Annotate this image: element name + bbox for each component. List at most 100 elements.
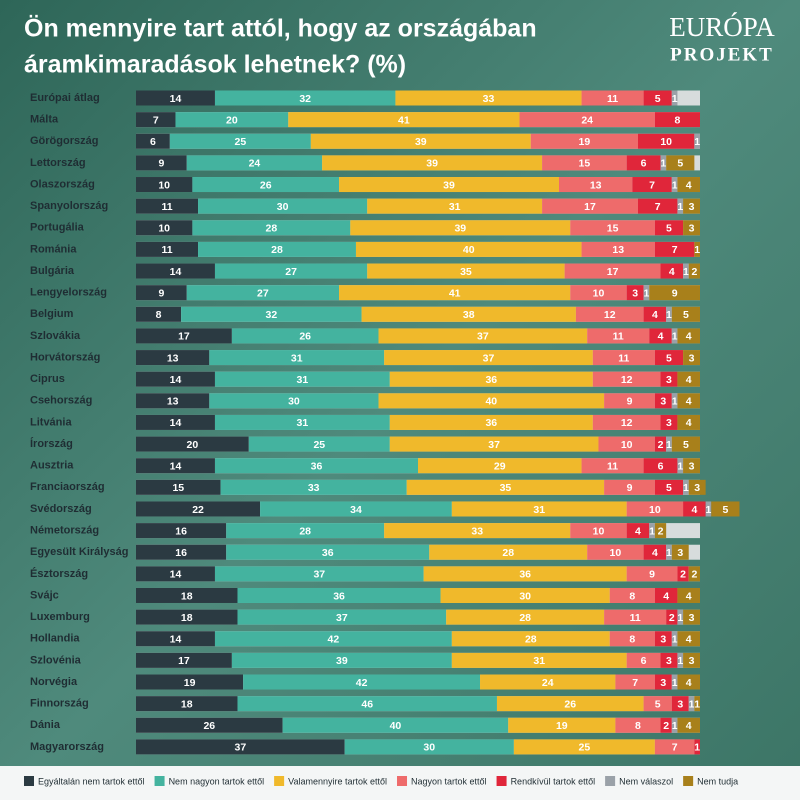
bar-segment xyxy=(136,652,232,668)
value-label: 9 xyxy=(627,482,633,494)
value-label: 18 xyxy=(181,612,193,624)
category-label: Málta xyxy=(30,114,59,126)
bar-segment xyxy=(496,696,644,712)
bar-segment xyxy=(671,717,678,733)
value-label: 9 xyxy=(158,158,164,170)
value-label: 30 xyxy=(519,590,531,602)
category-label: Svájc xyxy=(30,589,59,601)
value-label: 37 xyxy=(234,742,246,754)
bar-segment xyxy=(564,263,661,279)
value-label: 18 xyxy=(181,590,193,602)
bar-segment xyxy=(226,523,385,539)
value-label: 25 xyxy=(234,136,246,148)
value-label: 14 xyxy=(170,266,182,278)
bar-segment xyxy=(671,306,700,322)
value-label: 16 xyxy=(175,547,187,559)
bar-segment xyxy=(248,436,390,452)
value-label: 40 xyxy=(463,244,475,256)
bar-segment xyxy=(136,220,193,236)
value-label: 3 xyxy=(660,396,666,408)
value-label: 3 xyxy=(666,417,672,429)
bar-segment xyxy=(451,652,627,668)
bar-segment xyxy=(677,177,700,193)
bar-segment xyxy=(339,177,559,193)
bar-segment xyxy=(677,587,700,603)
bar-segment xyxy=(214,371,390,387)
value-label: 4 xyxy=(652,547,658,559)
value-label: 28 xyxy=(519,612,531,624)
value-label: 37 xyxy=(313,569,325,581)
bar-segment xyxy=(136,609,238,625)
category-label: Szlovénia xyxy=(30,654,82,666)
value-label: 31 xyxy=(533,655,545,667)
bar-segment xyxy=(136,523,227,539)
value-label: 32 xyxy=(299,93,311,105)
bar-segment xyxy=(226,544,430,560)
bar-segment xyxy=(626,566,678,582)
value-label: 3 xyxy=(689,460,695,472)
value-label: 3 xyxy=(689,655,695,667)
legend-swatch xyxy=(397,776,408,786)
value-label: 28 xyxy=(502,547,514,559)
value-label: 42 xyxy=(328,634,340,646)
bar-segment xyxy=(643,696,672,712)
bar-segment xyxy=(677,652,684,668)
value-label: 34 xyxy=(350,504,362,516)
bar-segment xyxy=(220,479,407,495)
value-label: 10 xyxy=(593,287,605,299)
value-label: 36 xyxy=(485,374,497,386)
value-label: 39 xyxy=(426,158,438,170)
bar-segment xyxy=(694,696,700,712)
value-label: 6 xyxy=(641,158,647,170)
bar-segment xyxy=(513,739,655,755)
value-label: 46 xyxy=(361,698,373,710)
bar-segment xyxy=(626,285,644,301)
category-label: Észtország xyxy=(30,567,88,580)
bar-segment xyxy=(260,501,452,517)
category-label: Franciaország xyxy=(30,481,105,493)
value-label: 12 xyxy=(604,309,616,321)
bar-segment xyxy=(198,241,356,257)
bar-segment xyxy=(604,393,655,409)
value-label: 25 xyxy=(579,742,591,754)
bar-segment xyxy=(677,717,700,733)
bar-segment xyxy=(677,371,700,387)
legend-swatch xyxy=(154,776,165,786)
value-label: 31 xyxy=(533,504,545,516)
value-label: 5 xyxy=(683,439,689,451)
value-label: 28 xyxy=(271,244,283,256)
bar-segment xyxy=(666,436,672,452)
bar-segment xyxy=(288,112,520,128)
category-label: Románia xyxy=(30,243,77,255)
bar-segment xyxy=(587,328,650,344)
value-label: 7 xyxy=(632,677,638,689)
value-label: 1 xyxy=(660,158,666,170)
bar-segment xyxy=(446,609,605,625)
value-label: 3 xyxy=(666,655,672,667)
bar-segment xyxy=(688,566,700,582)
bar-segment xyxy=(181,306,362,322)
value-label: 24 xyxy=(542,677,554,689)
value-label: 14 xyxy=(170,417,182,429)
value-label: 2 xyxy=(691,266,697,278)
bar-segment xyxy=(519,112,655,128)
value-label: 35 xyxy=(500,482,512,494)
bar-segment xyxy=(136,674,244,690)
value-label: 3 xyxy=(689,352,695,364)
value-label: 10 xyxy=(593,525,605,537)
bar-segment xyxy=(214,458,418,474)
bar-segment xyxy=(654,220,684,236)
bar-segment xyxy=(367,263,565,279)
category-label: Lengyelország xyxy=(30,287,107,299)
bar-segment xyxy=(136,177,193,193)
bar-segment xyxy=(214,566,424,582)
bar-segment xyxy=(592,371,661,387)
value-label: 5 xyxy=(677,158,683,170)
bar-segment xyxy=(136,306,182,322)
bar-segment xyxy=(136,133,170,149)
bar-segment xyxy=(136,198,199,214)
bar-segment xyxy=(654,631,672,647)
bar-segment xyxy=(671,696,689,712)
bar-segment xyxy=(683,501,706,517)
bar-segment xyxy=(683,198,700,214)
